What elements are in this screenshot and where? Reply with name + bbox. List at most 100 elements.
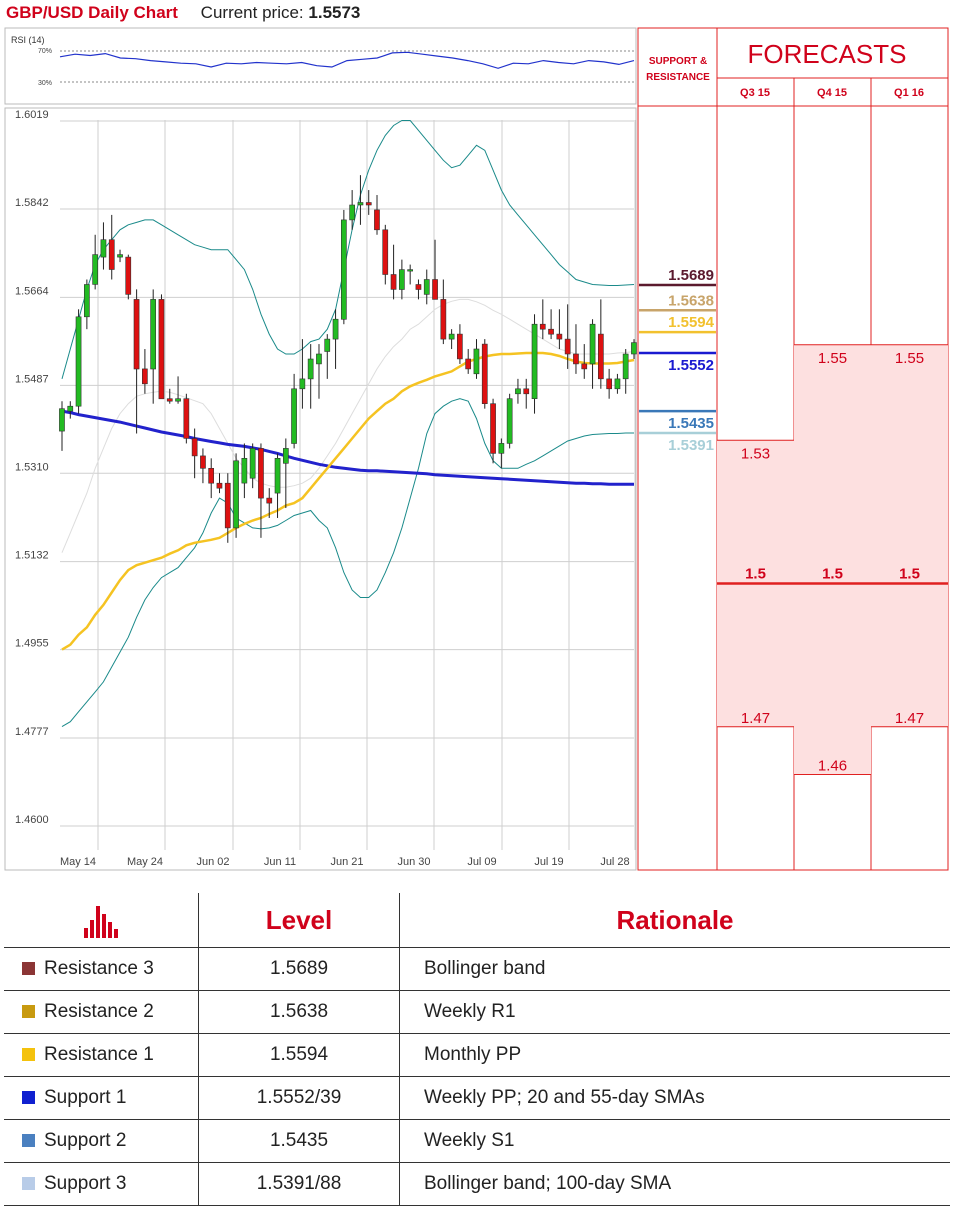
forecast-value-label: 1.5	[899, 566, 920, 583]
candle-body	[340, 219, 347, 320]
x-tick-label: May 14	[60, 856, 96, 868]
candle-body	[291, 388, 297, 444]
price-plot-area	[4, 107, 637, 871]
table-row: Support 3 1.5391/88 Bollinger band; 100-…	[4, 1162, 950, 1206]
sr-level-label: 1.5638	[668, 292, 714, 309]
candle-body	[150, 299, 157, 370]
chart-header: GBP/USD Daily Chart Current price: 1.557…	[6, 3, 360, 25]
candle-body	[432, 279, 438, 300]
levels-header-level: Level	[198, 893, 400, 948]
rsi-line	[59, 51, 635, 69]
forecast-value-label: 1.47	[741, 710, 770, 727]
candle-body	[506, 398, 513, 444]
forecast-value-label: 1.5	[745, 566, 766, 583]
row-label-cell: Resistance 1	[4, 1033, 199, 1077]
forecast-col-q4-15: Q4 15	[817, 87, 847, 99]
row-rationale: Bollinger band	[399, 947, 950, 991]
forecast-col-q3-15: Q3 15	[740, 87, 770, 99]
row-level: 1.5435	[198, 1119, 400, 1163]
bollinger-lower-line	[61, 398, 634, 728]
price-chart: RSI (14) 70% 30% 1.6019 1.5842 1.5664 1.548…	[4, 27, 949, 871]
y-tick-label: 1.4955	[15, 638, 49, 650]
row-rationale: Bollinger band; 100-day SMA	[399, 1162, 950, 1206]
x-tick-label: Jun 30	[397, 856, 430, 868]
forecast-value-label: 1.5	[822, 566, 843, 583]
candle-body	[382, 229, 389, 275]
candle-body	[249, 448, 256, 479]
rsi-level-70: 70%	[38, 48, 52, 55]
candle-body	[75, 316, 82, 407]
y-axis-labels: 1.6019 1.5842 1.5664 1.5487 1.5310 1.5132 1.49…	[15, 109, 49, 826]
candle-body	[316, 353, 322, 365]
candle-body	[208, 467, 215, 484]
row-level: 1.5552/39	[198, 1076, 400, 1120]
table-row: Resistance 2 1.5638 Weekly R1	[4, 990, 950, 1034]
bollinger-middle-line	[61, 298, 635, 553]
table-row: Resistance 1 1.5594 Monthly PP	[4, 1033, 950, 1077]
candle-body	[241, 457, 248, 484]
row-label-cell: Support 1	[4, 1076, 199, 1120]
candle-body	[473, 348, 480, 375]
row-label-cell: Support 3	[4, 1162, 199, 1206]
level-color-swatch	[22, 1005, 35, 1018]
candle-body	[133, 299, 140, 370]
row-level: 1.5638	[198, 990, 400, 1034]
rsi-level-30: 30%	[38, 80, 52, 87]
row-rationale: Monthly PP	[399, 1033, 950, 1077]
candle-body	[448, 333, 455, 340]
y-tick-label: 1.5310	[15, 461, 49, 473]
forecast-col-q1-16: Q1 16	[894, 87, 924, 99]
candle-body	[631, 342, 637, 355]
current-price-label: Current price:	[200, 3, 304, 22]
candles	[59, 175, 637, 543]
y-tick-label: 1.5132	[15, 550, 49, 562]
x-tick-label: Jul 19	[534, 856, 563, 868]
y-tick-label: 1.4777	[15, 726, 49, 738]
row-rationale: Weekly S1	[399, 1119, 950, 1163]
candle-body	[398, 269, 405, 290]
sma-20-line	[61, 351, 635, 651]
candle-body	[390, 274, 397, 290]
candle-body	[573, 353, 579, 365]
candle-body	[307, 358, 314, 380]
candle-body	[481, 343, 488, 405]
x-tick-label: Jun 21	[330, 856, 363, 868]
candle-body	[216, 482, 223, 489]
levels-header-icon-cell	[4, 893, 199, 948]
pair-title: GBP/USD Daily Chart	[6, 3, 178, 22]
sr-level-label: 1.5594	[668, 314, 715, 331]
candle-body	[365, 202, 372, 206]
levels-table-header: Level Rationale	[4, 893, 950, 948]
candle-body	[548, 328, 554, 335]
x-tick-label: May 24	[127, 856, 163, 868]
row-level: 1.5391/88	[198, 1162, 400, 1206]
candle-body	[117, 254, 123, 258]
candle-body	[614, 378, 621, 390]
row-rationale: Weekly PP; 20 and 55-day SMAs	[399, 1076, 950, 1120]
row-label: Resistance 1	[44, 1044, 154, 1065]
row-label: Resistance 3	[44, 958, 154, 979]
candle-body	[597, 333, 604, 380]
y-tick-label: 1.4600	[15, 814, 49, 826]
level-color-swatch	[22, 1048, 35, 1061]
level-color-swatch	[22, 1177, 35, 1190]
forecast-value-label: 1.55	[818, 350, 847, 367]
sr-level-label: 1.5552	[668, 357, 714, 374]
candle-body	[374, 209, 380, 231]
forecast-range-bar	[871, 344, 948, 727]
candle-body	[125, 256, 132, 295]
sr-header-line2: RESISTANCE	[646, 72, 710, 83]
current-price-value: 1.5573	[308, 3, 361, 22]
candle-body	[415, 284, 422, 290]
forecast-value-label: 1.55	[895, 350, 924, 367]
sr-header-line1: SUPPORT &	[649, 56, 707, 67]
bar-chart-icon	[84, 906, 118, 938]
row-rationale: Weekly R1	[399, 990, 950, 1034]
levels-header-rationale: Rationale	[399, 893, 950, 948]
candle-body	[349, 204, 356, 221]
candle-body	[515, 388, 521, 395]
forecast-bars: 1.53 1.5 1.47 1.55 1.5 1.46 1.55 1.5 1.47	[717, 344, 948, 775]
rsi-label: RSI (14)	[11, 35, 45, 45]
candle-body	[564, 338, 571, 355]
candle-body	[606, 378, 612, 390]
